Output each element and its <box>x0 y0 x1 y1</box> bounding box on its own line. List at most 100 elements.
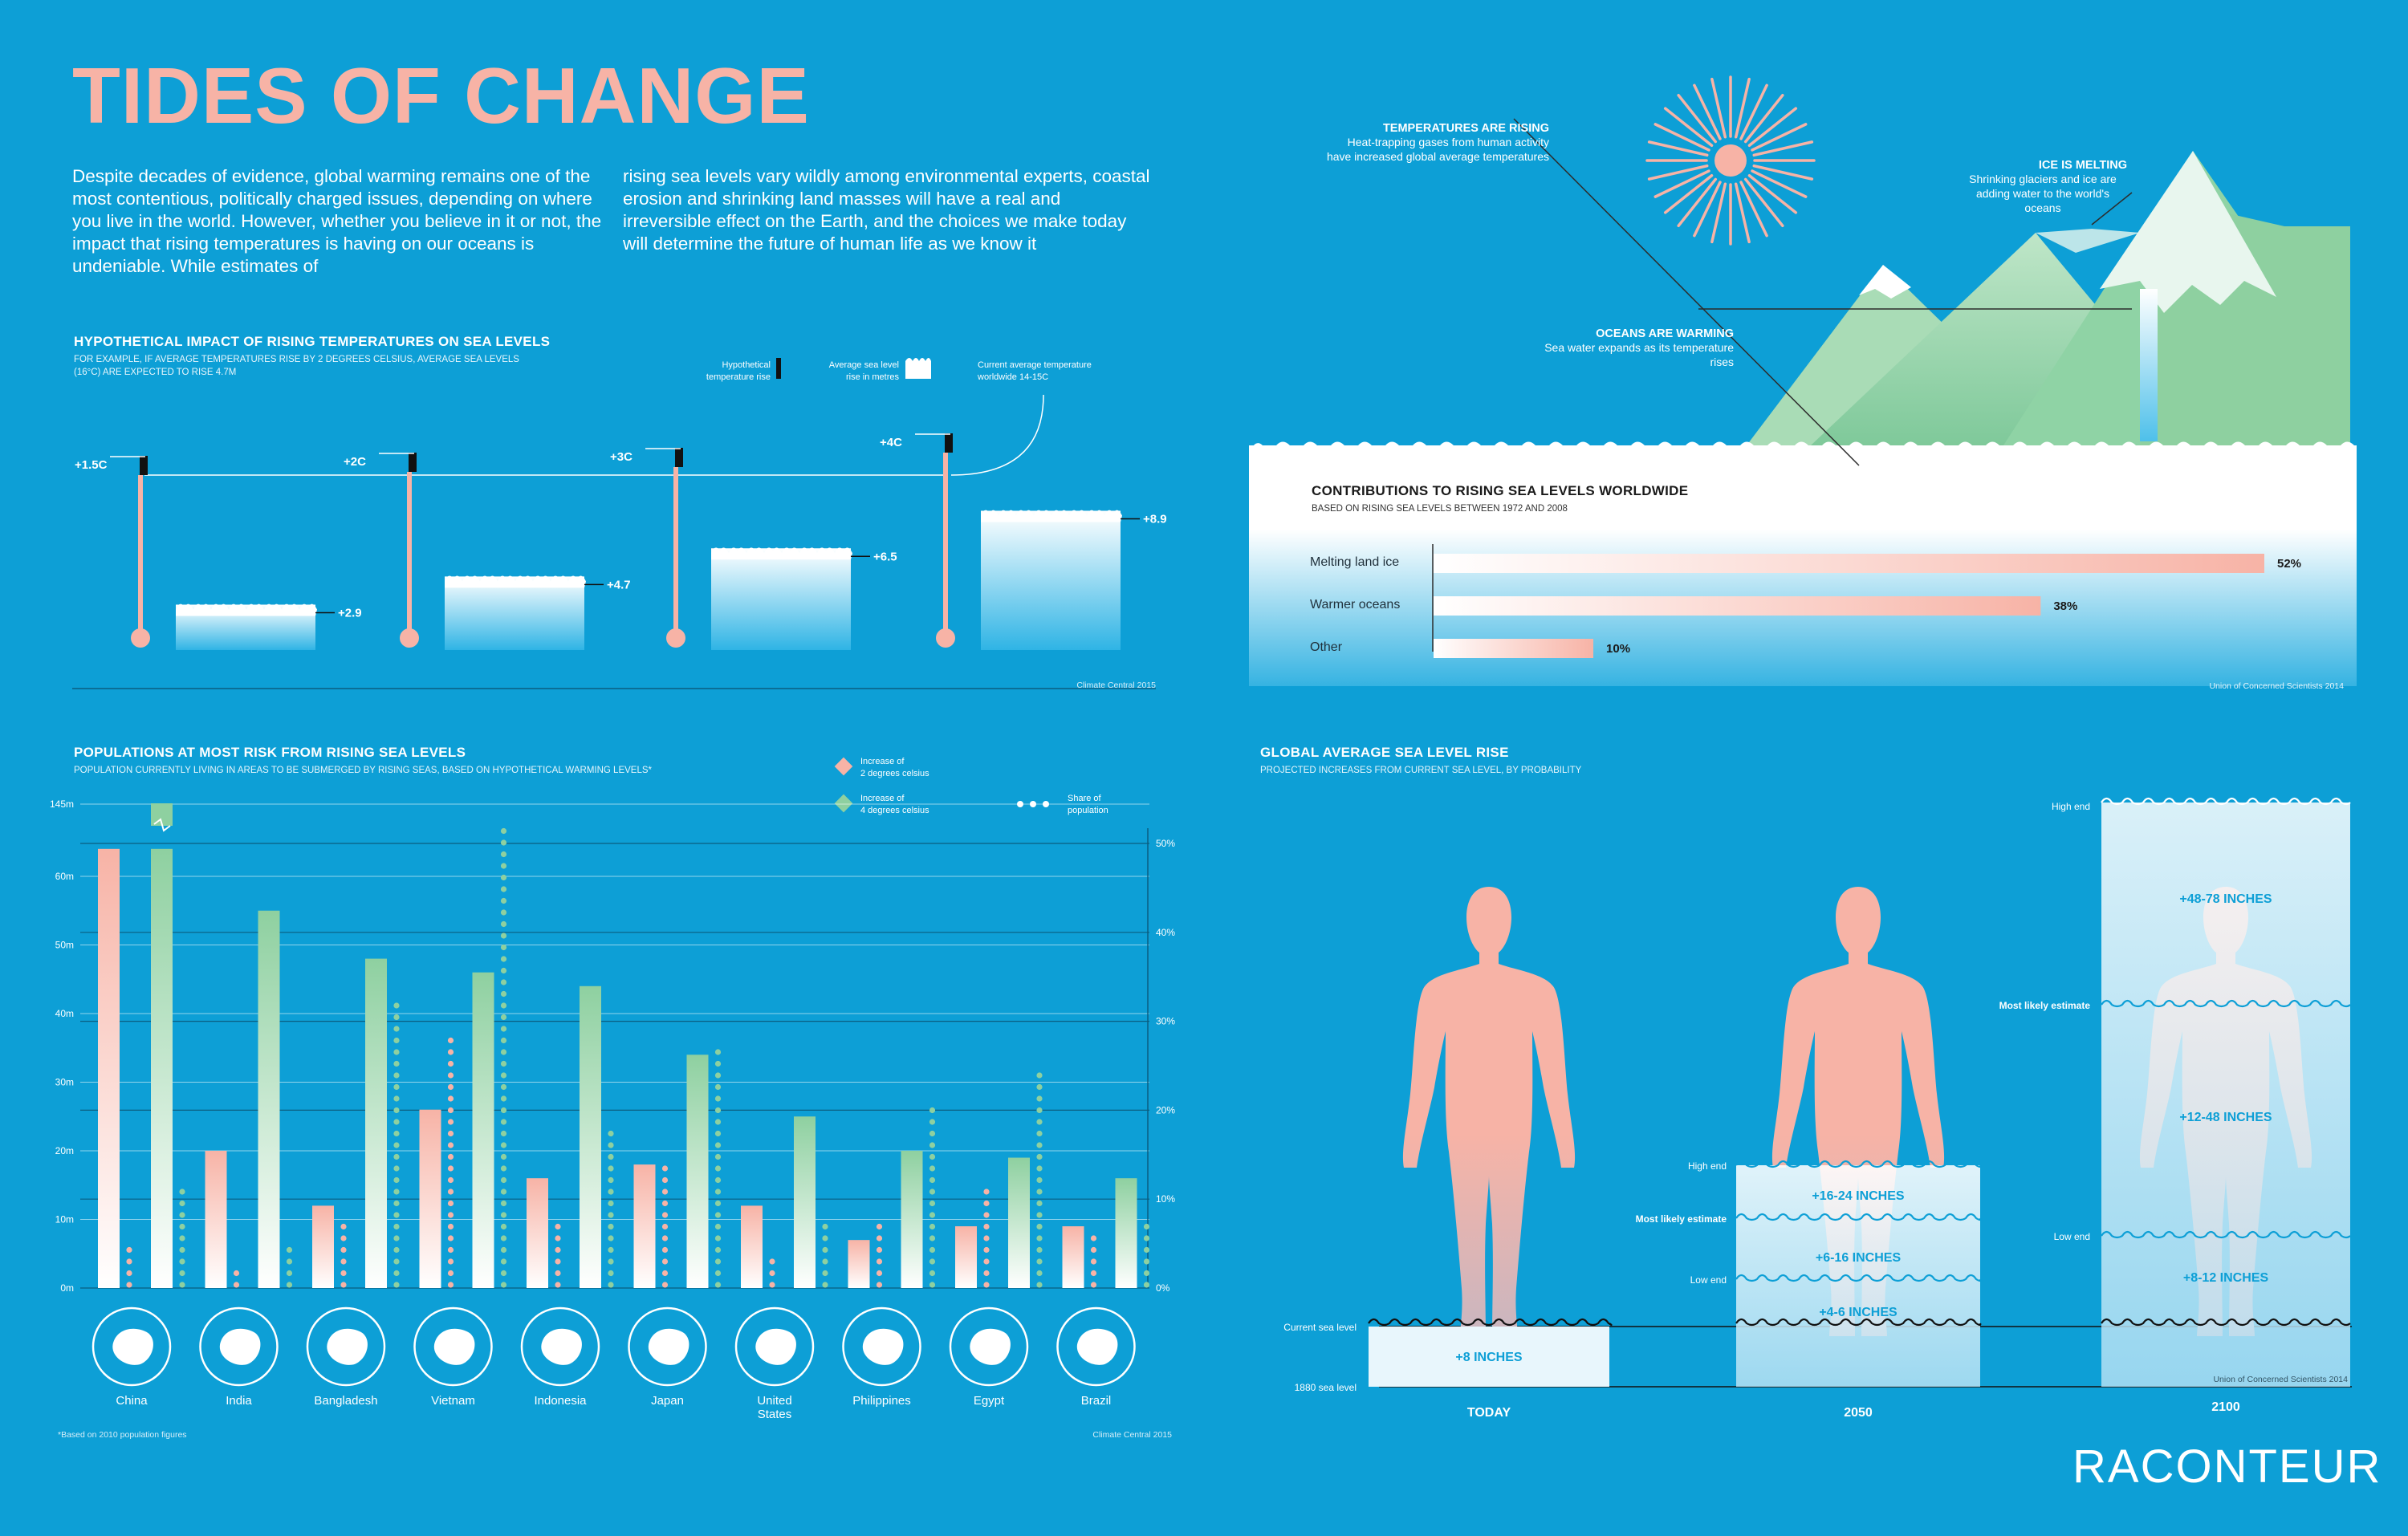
bar-4c <box>1115 1178 1137 1288</box>
share-dot-2c <box>555 1282 561 1288</box>
share-dot-4c <box>714 1282 722 1288</box>
pop-source: Climate Central 2015 <box>1092 1430 1172 1440</box>
label-2050-low: Low end <box>1690 1274 1727 1286</box>
pop-y2-tick: 0% <box>1156 1282 1170 1294</box>
share-dot-4c <box>500 979 507 985</box>
share-dot-4c <box>714 1083 722 1091</box>
sun-ray <box>1734 182 1751 244</box>
share-dot-4c <box>1036 1142 1043 1148</box>
share-dot-2c <box>447 1200 454 1207</box>
share-dot-4c <box>1036 1165 1043 1172</box>
share-dot-4c <box>500 1026 507 1032</box>
rise-2100-likely: +12-48 INCHES <box>2179 1111 2272 1124</box>
share-dot-4c <box>500 1095 507 1102</box>
share-dot-4c <box>500 1258 507 1265</box>
share-dot-4c <box>1036 1189 1043 1195</box>
label-2050-high: High end <box>1688 1160 1727 1172</box>
thermo-source: Climate Central 2015 <box>1076 681 1156 690</box>
bar-2c <box>955 1226 977 1288</box>
country-label: Egypt <box>974 1394 1005 1408</box>
country-label: United <box>757 1394 791 1408</box>
share-dot-4c <box>393 1026 400 1032</box>
share-dot-2c <box>233 1270 240 1277</box>
share-dot-2c <box>447 1083 454 1091</box>
share-dot-4c <box>179 1270 185 1277</box>
waves-2100-current <box>2101 1318 2351 1327</box>
share-dot-4c <box>608 1200 614 1207</box>
contrib-value: 38% <box>2053 599 2077 613</box>
pop-y2-tick: 50% <box>1156 838 1175 849</box>
waves-2050-likely <box>1735 1213 1982 1221</box>
share-dot-4c <box>714 1258 722 1265</box>
pop-y-tick: 40m <box>55 1008 74 1019</box>
sea-level-value: +2.9 <box>338 606 362 620</box>
share-dot-2c <box>447 1060 454 1067</box>
share-dot-2c <box>340 1246 347 1254</box>
share-dot-4c <box>1036 1235 1043 1241</box>
label-2100-likely: Most likely estimate <box>1999 1000 2091 1011</box>
share-dot-2c <box>555 1258 561 1265</box>
share-dot-4c <box>500 1119 507 1125</box>
share-dot-2c <box>340 1258 347 1265</box>
share-dot-2c <box>983 1258 990 1265</box>
sun-ray <box>1734 77 1751 139</box>
share-dot-4c <box>1143 1246 1150 1254</box>
share-dot-2c <box>983 1282 990 1288</box>
bar-4c <box>151 848 173 1288</box>
country-shape <box>433 1328 475 1365</box>
share-dot-4c <box>500 933 507 939</box>
share-dot-2c <box>447 1037 454 1044</box>
waterfall <box>2140 289 2158 441</box>
sea-level-wave <box>981 510 1122 522</box>
share-dot-4c <box>1036 1153 1043 1160</box>
share-dot-4c <box>286 1246 293 1254</box>
share-dot-4c <box>1036 1176 1043 1184</box>
share-dot-4c <box>500 1107 507 1114</box>
share-dot-4c <box>393 1165 400 1172</box>
share-dot-4c <box>714 1270 722 1277</box>
share-dot-4c <box>929 1270 936 1277</box>
legend-current-temp: Current average temperature worldwide 14… <box>978 360 1138 384</box>
share-dot-2c <box>555 1223 561 1230</box>
share-dot-2c <box>340 1270 347 1277</box>
water-2100 <box>2101 803 2350 1387</box>
share-dot-4c <box>393 1037 400 1044</box>
share-dot-4c <box>500 1049 507 1055</box>
bar-4c <box>365 958 387 1288</box>
contrib-bar <box>1434 554 2264 573</box>
sun-ray <box>1693 181 1722 238</box>
sun-ray <box>1739 83 1768 140</box>
share-dot-2c <box>447 1119 454 1125</box>
share-dot-4c <box>393 1142 400 1148</box>
share-dot-4c <box>822 1235 828 1241</box>
share-dot-4c <box>286 1282 293 1288</box>
share-dot-4c <box>714 1072 722 1079</box>
share-dot-4c <box>500 1014 507 1021</box>
country-shape <box>1076 1328 1118 1365</box>
share-dot-4c <box>500 1212 507 1218</box>
bar-2c <box>527 1178 548 1288</box>
share-dot-4c <box>608 1165 614 1172</box>
country-map-icon <box>628 1306 707 1387</box>
annotation-temperatures: TEMPERATURES ARE RISING Heat-trapping ga… <box>1324 122 1549 164</box>
share-dot-2c <box>126 1270 132 1277</box>
share-dot-2c <box>983 1200 990 1207</box>
sea-level-value: +6.5 <box>873 550 897 563</box>
legend-temperature-rise-line-1: Hypothetical <box>722 360 771 370</box>
legend-4c-line-2: 4 degrees celsius <box>860 806 929 815</box>
share-dot-4c <box>393 1223 400 1230</box>
share-dot-4c <box>1036 1119 1043 1125</box>
share-dot-2c <box>1090 1270 1097 1277</box>
rise-2100-high: +48-78 INCHES <box>2179 892 2272 906</box>
share-dot-4c <box>1036 1200 1043 1207</box>
share-dot-2c <box>876 1235 883 1241</box>
share-dot-4c <box>929 1258 936 1265</box>
share-dot-4c <box>179 1189 185 1195</box>
slr-source: Union of Concerned Scientists 2014 <box>2213 1375 2348 1384</box>
page-title: TIDES OF CHANGE <box>72 51 810 140</box>
country-shape <box>219 1328 261 1365</box>
share-dot-2c <box>983 1223 990 1230</box>
annotation-line-temperature <box>1513 118 1860 466</box>
share-dot-4c <box>500 1153 507 1160</box>
contrib-label: Warmer oceans <box>1310 598 1400 612</box>
